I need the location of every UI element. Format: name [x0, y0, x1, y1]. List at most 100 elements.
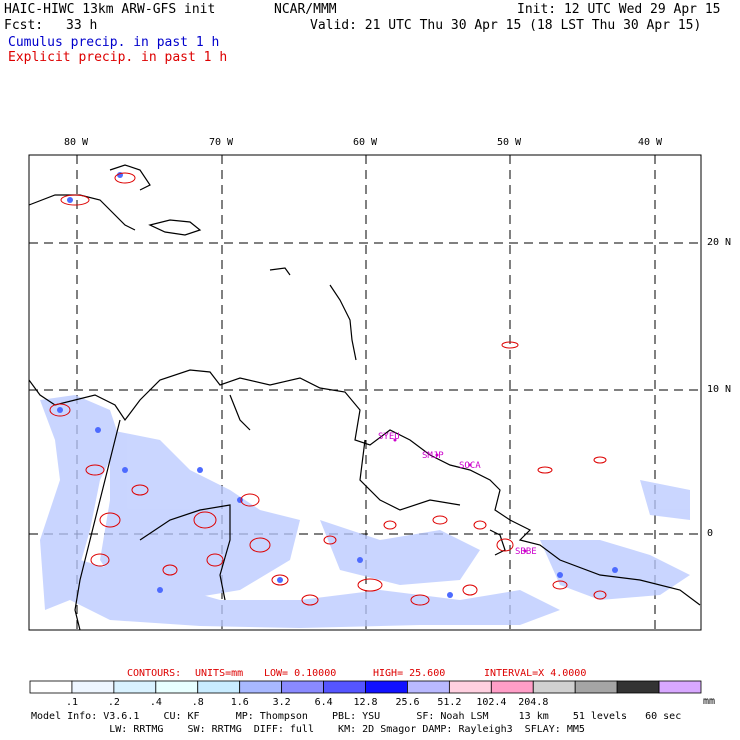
- explicit-contour: [85, 464, 105, 476]
- explicit-contour: [410, 594, 430, 606]
- explicit-contour: [383, 520, 397, 530]
- lat-label-20n: 20 N: [707, 237, 732, 248]
- lon-label-70w: 70 W: [209, 137, 234, 148]
- explicit-contour: [593, 456, 607, 464]
- lon-label-50w: 50 W: [497, 137, 522, 148]
- explicit-contour: [240, 493, 260, 507]
- explicit-contour: [301, 594, 319, 606]
- lon-label-40w: 40 W: [638, 137, 663, 148]
- colorbar-tick-label: 6.4: [314, 697, 333, 708]
- colorbar-swatch: [239, 680, 283, 694]
- explicit-contour: [537, 466, 553, 474]
- station-label-soca: SOCA: [459, 461, 481, 471]
- colorbar-unit: mm: [703, 696, 716, 707]
- lat-label-equator: 0: [707, 528, 714, 539]
- lon-label-80w: 80 W: [64, 137, 89, 148]
- cumulus-legend-label: Cumulus precip. in past 1 h: [8, 35, 220, 50]
- station-label-smjp: SMJP: [422, 451, 444, 461]
- model-title: HAIC-HIWC 13km ARW-GFS init: [4, 2, 216, 17]
- coast-andes: [74, 419, 121, 631]
- contour-interval: INTERVAL=X 4.0000: [484, 668, 587, 679]
- forecast-label: Fcst:: [4, 18, 44, 33]
- colorbar-swatch: [490, 680, 534, 694]
- coast-south-america-north: [28, 369, 701, 606]
- model-info-line1: Model Info: V3.6.1 CU: KF MP: Thompson P…: [31, 711, 682, 722]
- station-dot-syeu: [393, 438, 397, 442]
- cumulus-precip-cores: [57, 172, 618, 598]
- cumulus-core: [122, 467, 128, 473]
- init-time: Init: 12 UTC Wed 29 Apr 15: [517, 2, 721, 17]
- explicit-contour: [206, 553, 224, 567]
- cumulus-core: [157, 587, 163, 593]
- colorbar-swatch: [407, 680, 450, 694]
- forecast-hours: 33 h: [66, 18, 98, 33]
- colorbar-tick-label: 51.2: [437, 697, 462, 708]
- explicit-contour: [501, 341, 519, 349]
- explicit-contour: [162, 564, 178, 576]
- cumulus-area-andes-north: [40, 395, 120, 610]
- model-info-line2: LW: RRTMG SW: RRTMG DIFF: full KM: 2D Sm…: [31, 724, 585, 735]
- station-dot-smjp: [435, 453, 439, 457]
- colorbar-tick-label: .1: [65, 697, 78, 708]
- colorbar-swatch: [71, 680, 115, 694]
- colorbar-tick-label: 204.8: [518, 697, 549, 708]
- explicit-contour: [271, 574, 289, 586]
- cumulus-core: [57, 407, 63, 413]
- cumulus-area-colombia-venezuela: [100, 430, 300, 600]
- cumulus-core: [447, 592, 453, 598]
- explicit-contour: [357, 578, 383, 592]
- colorbar-swatch: [281, 680, 324, 694]
- explicit-contour: [552, 580, 568, 590]
- cumulus-core: [277, 577, 283, 583]
- station-label-sbbe: SBBE: [515, 547, 537, 557]
- coast-puerto-rico: [269, 267, 291, 276]
- colorbar-tick-label: .4: [149, 697, 162, 708]
- organization-label: NCAR/MMM: [274, 2, 337, 17]
- colorbar-tick-label: .2: [107, 697, 120, 708]
- explicit-precip-contours: [49, 172, 607, 606]
- explicit-contour: [114, 172, 136, 184]
- explicit-contour: [193, 511, 217, 529]
- coast-bahamas: [109, 164, 151, 191]
- lat-label-10n: 10 N: [707, 384, 732, 395]
- colorbar-tick-label: 12.8: [353, 697, 378, 708]
- contour-units: UNITS=mm: [195, 668, 244, 679]
- explicit-contour: [99, 512, 121, 528]
- station-dot-soca: [468, 463, 472, 467]
- explicit-legend-label: Explicit precip. in past 1 h: [8, 50, 228, 65]
- colorbar-swatch: [532, 680, 576, 694]
- colorbar-swatch: [197, 680, 241, 694]
- colorbar-swatch: [155, 680, 199, 694]
- cumulus-area-central: [320, 520, 480, 585]
- explicit-contour: [432, 515, 448, 525]
- colorbar-tick-label: 102.4: [476, 697, 507, 708]
- colorbar-swatch: [323, 680, 366, 694]
- explicit-contour: [60, 194, 90, 206]
- station-markers: [393, 438, 527, 553]
- border-venezuela-brazil: [139, 504, 231, 601]
- cumulus-core: [67, 197, 73, 203]
- cumulus-core: [557, 572, 563, 578]
- colorbar-swatch: [365, 680, 408, 694]
- station-dot-sbbe: [523, 549, 527, 553]
- cumulus-core: [612, 567, 618, 573]
- contour-high: HIGH= 25.600: [373, 668, 446, 679]
- coast-cuba: [28, 194, 136, 231]
- colorbar-tick-label: 3.2: [272, 697, 291, 708]
- explicit-contour: [249, 537, 271, 553]
- border-guianas: [359, 439, 461, 511]
- colorbar-swatch: [658, 680, 702, 694]
- colorbar-swatch: [448, 680, 492, 694]
- colorbar-swatch: [113, 680, 157, 694]
- colorbar-tick-label: 25.6: [395, 697, 420, 708]
- cumulus-area-amazon: [70, 560, 560, 628]
- explicit-contour: [462, 584, 478, 596]
- colorbar-swatch: [574, 680, 618, 694]
- cumulus-core: [95, 427, 101, 433]
- explicit-contour: [323, 535, 337, 545]
- lon-label-60w: 60 W: [353, 137, 378, 148]
- explicit-contour: [90, 553, 110, 567]
- contour-info-prefix: CONTOURS:: [127, 668, 182, 679]
- explicit-contour: [496, 538, 514, 552]
- explicit-contour: [49, 403, 71, 417]
